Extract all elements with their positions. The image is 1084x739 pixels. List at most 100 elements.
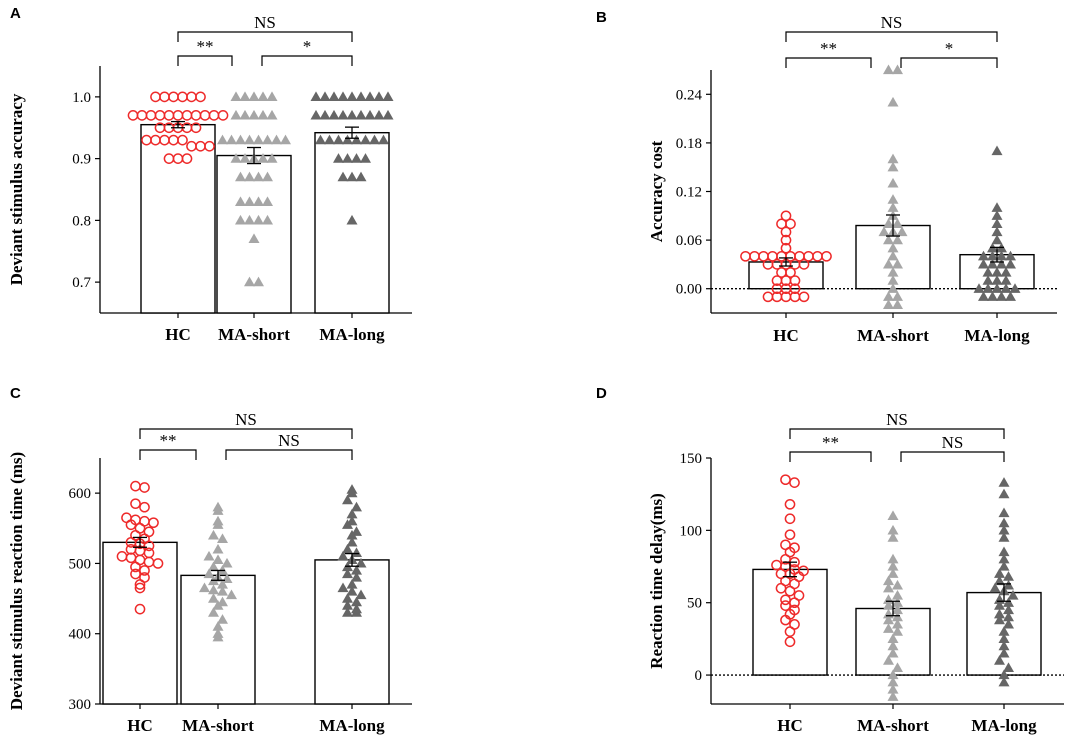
sig-label-d-0: NS [886,410,908,429]
point-d-2-20 [994,608,1005,619]
point-a-2-29 [360,153,371,163]
point-c-1-1 [212,505,224,515]
point-a-2-3 [337,91,349,101]
point-b-2-11 [1005,250,1016,261]
point-d-0-3 [784,513,796,525]
point-b-0-5 [780,242,792,254]
point-a-1-25 [253,171,264,182]
point-a-0-29 [204,140,215,152]
point-b-1-23 [883,291,894,301]
point-a-0-9 [154,110,166,121]
sig-bracket-d-0 [789,428,1005,439]
point-d-1-18 [883,623,894,633]
sig-label-b-1: ** [820,39,837,58]
point-a-1-29 [253,196,264,206]
point-a-0-3 [177,91,188,103]
point-a-2-7 [373,91,385,101]
point-b-1-3 [887,153,899,164]
point-a-2-12 [337,109,349,120]
point-d-2-10 [1003,571,1014,581]
point-d-1-24 [892,662,903,672]
y-tick-label-a-0: 0.7 [72,275,91,291]
category-label-b-1: MA-short [857,326,929,345]
point-d-1-0 [887,510,899,521]
point-a-0-4 [186,91,197,103]
sig-label-b-2: * [945,39,954,58]
sig-label-c-1: ** [160,431,177,450]
sig-bracket-d-2 [900,451,1005,462]
panel-letter-a: A [10,5,21,22]
point-d-2-19 [1003,604,1014,615]
category-label-c-2: MA-long [319,716,385,735]
point-c-2-4 [346,508,358,519]
point-c-2-16 [351,564,362,575]
point-d-2-21 [1003,611,1014,622]
point-c-2-1 [346,487,358,498]
point-a-1-18 [230,153,242,163]
point-a-1-21 [257,153,269,163]
point-a-1-7 [248,109,260,120]
point-d-1-1 [887,524,899,535]
point-c-2-8 [346,529,358,540]
point-c-1-10 [208,561,219,572]
point-b-2-0 [991,145,1003,156]
point-d-1-3 [887,553,899,564]
point-c-1-5 [217,533,228,543]
point-a-0-2 [168,91,179,103]
point-a-2-8 [382,91,394,101]
point-d-2-24 [998,626,1010,636]
point-b-2-16 [982,267,994,277]
point-d-2-25 [998,633,1010,644]
point-c-1-9 [221,557,233,568]
point-a-2-11 [328,109,340,120]
point-c-2-23 [342,593,353,603]
point-d-1-19 [892,626,903,636]
point-a-2-18 [315,134,326,145]
point-b-2-10 [996,250,1007,261]
point-a-1-8 [257,109,269,120]
point-b-0-15 [821,250,832,262]
point-d-1-21 [887,640,899,651]
point-d-0-24 [780,600,791,611]
point-b-2-27 [978,291,989,301]
point-c-1-17 [199,582,210,593]
point-a-1-11 [226,134,237,145]
point-b-2-30 [1005,291,1016,301]
point-b-0-14 [812,250,823,262]
point-a-1-24 [244,171,255,182]
point-c-2-12 [337,550,349,561]
point-a-1-22 [266,153,278,163]
point-c-2-24 [351,596,362,607]
point-b-2-24 [991,283,1003,293]
panel-letter-d: D [596,385,607,402]
point-d-1-22 [887,647,899,658]
point-d-2-6 [998,546,1010,557]
point-a-1-32 [244,214,255,225]
point-d-1-2 [887,532,899,542]
y-tick-label-b-3: 0.18 [676,136,702,152]
y-axis-title-a: Deviant stimulus accuracy [7,93,26,285]
point-d-1-13 [892,604,903,615]
point-c-1-12 [203,568,215,579]
point-d-1-4 [887,561,899,571]
point-a-0-8 [145,110,157,121]
point-d-2-2 [998,507,1010,518]
point-c-2-22 [355,589,367,600]
point-c-0-3 [139,501,150,513]
point-b-1-25 [883,299,894,310]
point-b-0-6 [740,250,751,262]
point-a-1-4 [266,91,278,101]
category-label-b-2: MA-long [964,326,1030,345]
y-axis-title-d: Reaction time delay(ms) [647,493,666,669]
point-b-1-17 [887,250,899,261]
point-b-2-14 [996,258,1007,269]
point-b-1-11 [878,226,890,237]
point-a-0-13 [190,110,202,121]
point-a-1-28 [244,196,255,206]
point-a-0-26 [177,134,188,146]
point-b-1-19 [892,258,903,269]
point-d-2-12 [1003,579,1014,590]
point-d-0-10 [771,559,782,571]
y-tick-label-b-0: 0.00 [676,282,702,298]
point-c-0-25 [139,565,150,576]
